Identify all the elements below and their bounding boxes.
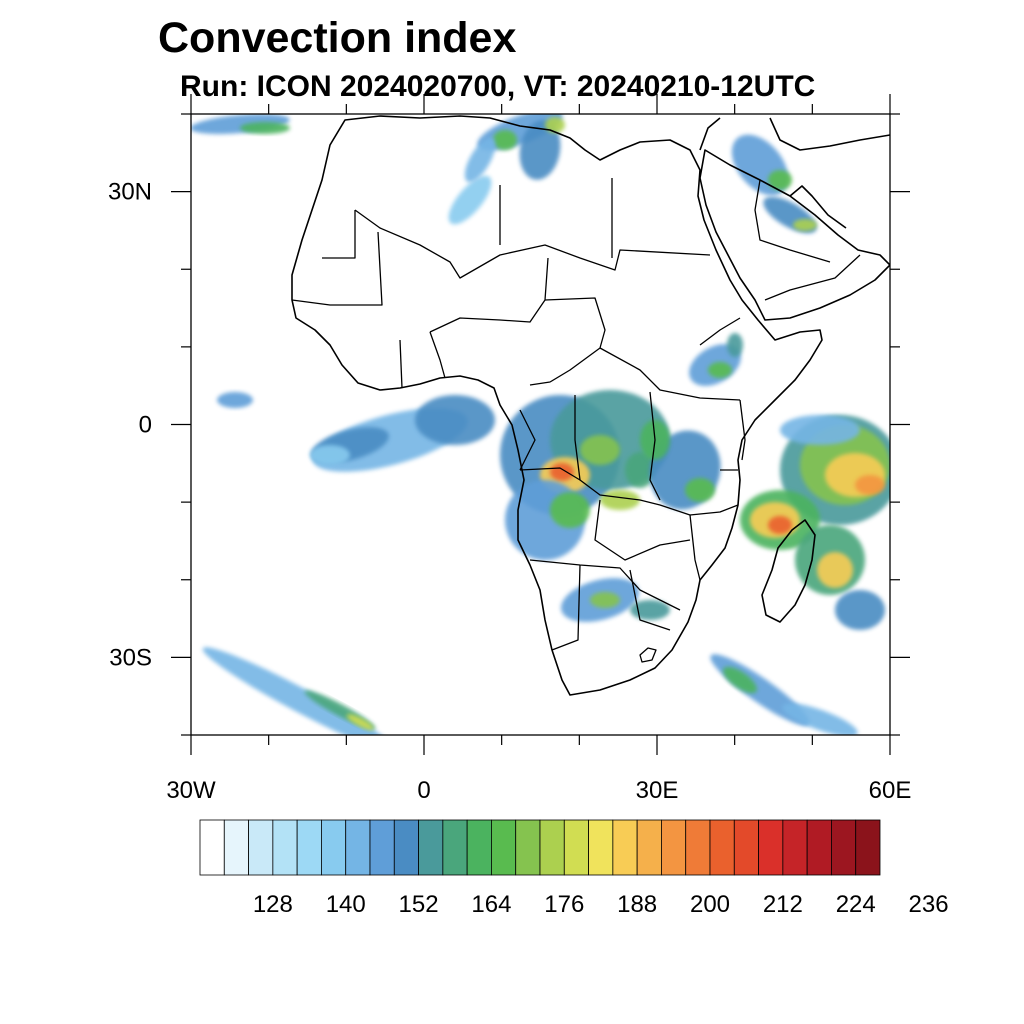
colorbar-label: 140	[326, 891, 366, 918]
convection-cell	[768, 170, 792, 190]
colorbar-swatch	[733, 819, 759, 876]
colorbar: 128 140 152 164 176 188 200 212 224 236	[199, 819, 949, 918]
colorbar-swatch	[393, 819, 419, 876]
colorbar-swatch	[855, 819, 881, 876]
country-borders-layer	[291, 178, 861, 663]
colorbar-swatch	[758, 819, 784, 876]
convection-cell	[590, 592, 620, 608]
lon-tick-label: 60E	[869, 777, 912, 804]
convection-cell	[346, 714, 374, 730]
lon-tick-label: 30E	[636, 777, 679, 804]
colorbar-swatch	[321, 819, 347, 876]
map-title: Convection index	[158, 14, 517, 62]
map-subtitle: Run: ICON 2024020700, VT: 20240210-12UTC	[180, 70, 816, 103]
colorbar-label: 152	[399, 891, 439, 918]
convection-cell	[464, 137, 496, 183]
madagascar-coastline	[761, 519, 816, 623]
colorbar-swatch	[369, 819, 395, 876]
colorbar-swatch	[588, 819, 614, 876]
convection-cell	[448, 175, 492, 225]
convection-cell	[727, 333, 743, 357]
colorbar-swatch	[296, 819, 322, 876]
colorbar-swatch	[223, 819, 249, 876]
convection-field-layer	[191, 114, 890, 735]
colorbar-swatch	[782, 819, 808, 876]
colorbar-label: 164	[471, 891, 511, 918]
convection-cell	[782, 703, 858, 735]
convection-cell	[685, 478, 715, 502]
colorbar-swatch	[685, 819, 711, 876]
convection-cell	[550, 492, 590, 528]
convection-cell	[202, 647, 398, 735]
colorbar-swatch	[248, 819, 274, 876]
colorbar-swatch	[491, 819, 517, 876]
colorbar-label: 212	[763, 891, 803, 918]
colorbar-swatch	[636, 819, 662, 876]
lon-tick-label: 0	[417, 777, 430, 804]
convection-cell	[519, 120, 561, 180]
colorbar-swatch	[661, 819, 687, 876]
axis-labels: 30W 0 30E 60E 30N 0 30S	[108, 179, 911, 804]
lat-tick-label: 30S	[109, 644, 152, 671]
convection-cell	[768, 516, 792, 534]
colorbar-label: 224	[836, 891, 876, 918]
colorbar-swatch	[199, 819, 225, 876]
convection-cell	[493, 130, 517, 150]
colorbar-swatch	[831, 819, 857, 876]
colorbar-swatch	[515, 819, 541, 876]
colorbar-swatch	[442, 819, 468, 876]
africa-coastline	[291, 115, 823, 696]
convection-cell	[708, 362, 732, 378]
convection-cell	[731, 134, 789, 196]
convection-cell	[722, 666, 758, 694]
convection-cell	[817, 552, 853, 588]
convection-cell	[310, 445, 350, 465]
convection-cell	[545, 117, 565, 133]
colorbar-label: 176	[544, 891, 584, 918]
axis-ticks	[171, 94, 910, 755]
convection-cell	[793, 219, 817, 231]
colorbar-swatch	[806, 819, 832, 876]
convection-cell	[550, 463, 574, 481]
convection-cell	[580, 435, 620, 465]
convection-cell	[630, 600, 670, 620]
colorbar-swatch	[272, 819, 298, 876]
convection-cell	[625, 452, 655, 488]
convection-cell	[780, 415, 860, 445]
convection-cell	[217, 392, 253, 408]
colorbar-swatch	[709, 819, 735, 876]
colorbar-swatch	[539, 819, 565, 876]
lon-tick-label: 30W	[166, 777, 216, 804]
convection-cell	[415, 395, 495, 445]
colorbar-swatch	[563, 819, 589, 876]
convection-cell	[855, 475, 885, 495]
arabia-coastline	[699, 149, 890, 321]
colorbar-swatch	[466, 819, 492, 876]
colorbar-swatch	[345, 819, 371, 876]
colorbar-label: 200	[690, 891, 730, 918]
colorbar-label: 188	[617, 891, 657, 918]
colorbar-swatch	[612, 819, 638, 876]
coastline-layer	[291, 115, 890, 696]
convection-cell	[835, 590, 885, 630]
lat-tick-label: 0	[139, 412, 152, 439]
colorbar-label: 236	[909, 891, 949, 918]
convection-cell	[600, 490, 640, 510]
colorbar-label: 128	[253, 891, 293, 918]
colorbar-swatch	[418, 819, 444, 876]
lat-tick-label: 30N	[108, 179, 152, 206]
convection-cell	[240, 122, 290, 134]
